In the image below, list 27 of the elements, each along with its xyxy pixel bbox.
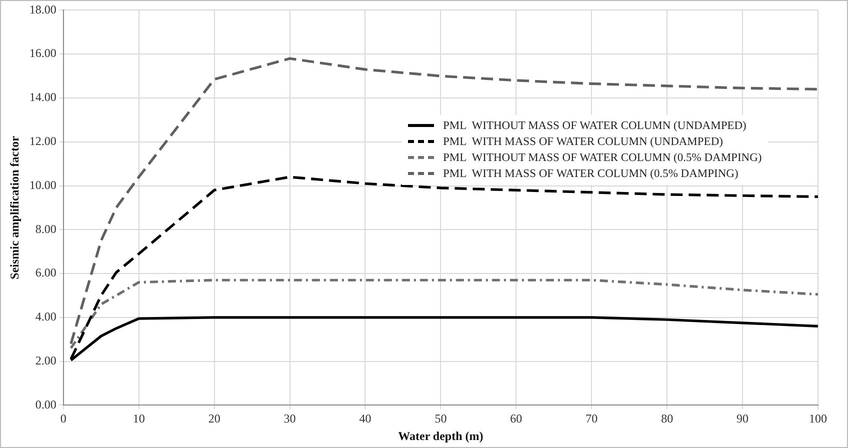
- x-axis-title: Water depth (m): [398, 428, 484, 443]
- x-tick-label: 30: [284, 412, 296, 426]
- x-tick-label: 40: [359, 412, 372, 426]
- y-tick-label: 4.00: [35, 310, 56, 324]
- y-tick-label: 10.00: [29, 178, 56, 192]
- x-tick-label: 70: [586, 412, 598, 426]
- legend-label: PML WITH MASS OF WATER COLUMN (UNDAMPED): [443, 136, 723, 148]
- legend-label: PML WITH MASS OF WATER COLUMN (0.5% DAMPING): [443, 168, 738, 180]
- y-tick-label: 2.00: [35, 353, 56, 368]
- x-tick-label: 60: [510, 412, 522, 426]
- x-tick-label: 10: [132, 412, 145, 426]
- y-tick-label: 16.00: [29, 46, 56, 60]
- y-tick-label: 12.00: [29, 134, 56, 148]
- y-axis-title: Seismic amplification factor: [7, 135, 22, 280]
- x-tick-label: 80: [661, 412, 674, 426]
- legend-label: PML WITHOUT MASS OF WATER COLUMN (0.5% DAMPING): [443, 152, 762, 164]
- x-tick-label: 0: [60, 412, 66, 426]
- x-tick-label: 90: [736, 412, 749, 426]
- y-tick-label: 18.00: [29, 2, 56, 16]
- y-tick-label: 14.00: [29, 90, 56, 104]
- y-tick-label: 8.00: [35, 222, 56, 236]
- y-tick-label: 0.00: [35, 397, 56, 412]
- x-tick-label: 100: [809, 412, 827, 426]
- x-tick-label: 50: [434, 412, 447, 426]
- legend-label: PML WITHOUT MASS OF WATER COLUMN (UNDAMPED): [443, 120, 746, 132]
- x-tick-label: 20: [208, 412, 220, 426]
- y-tick-label: 6.00: [35, 266, 56, 280]
